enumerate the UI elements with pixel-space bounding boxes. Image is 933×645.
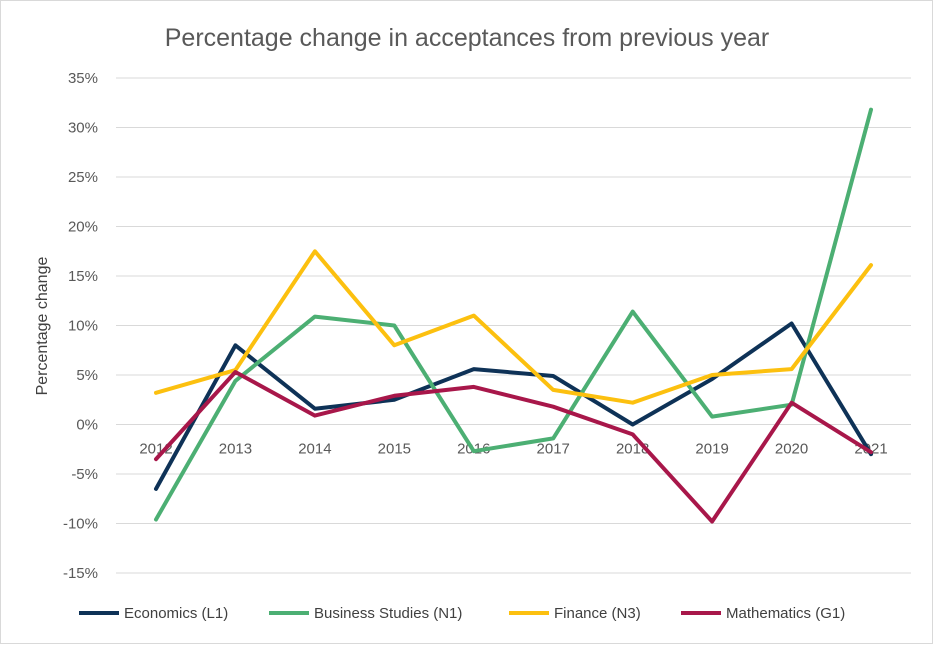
x-tick-label: 2015 <box>378 441 411 458</box>
y-tick-label: -10% <box>63 516 98 533</box>
y-tick-label: 15% <box>68 268 98 285</box>
y-tick-label: 5% <box>76 367 98 384</box>
y-tick-label: 20% <box>68 219 98 236</box>
y-tick-label: 30% <box>68 120 98 137</box>
chart-title: Percentage change in acceptances from pr… <box>165 24 770 52</box>
series-line-economics-l1 <box>154 321 873 491</box>
x-tick-label: 2012 <box>139 441 172 458</box>
legend-label: Economics (L1) <box>124 605 228 622</box>
x-tick-label: 2020 <box>775 441 808 458</box>
y-tick-label: 35% <box>68 70 98 87</box>
gridlines <box>116 77 911 574</box>
legend-label: Business Studies (N1) <box>314 605 462 622</box>
series-line-finance-n3 <box>154 249 873 405</box>
y-tick-label: 10% <box>68 318 98 335</box>
series-line-business-studies-n1 <box>154 107 873 522</box>
x-tick-label: 2019 <box>695 441 728 458</box>
legend-label: Mathematics (G1) <box>726 605 845 622</box>
legend: Economics (L1) Business Studies (N1) Finan… <box>79 605 845 622</box>
y-tick-label: -15% <box>63 565 98 582</box>
y-tick-label: 25% <box>68 169 98 186</box>
x-tick-label: 2013 <box>219 441 252 458</box>
y-axis-label: Percentage change <box>34 257 51 396</box>
y-axis-ticks: 35% 30% 25% 20% 15% 10% 5% 0% -5% -10% -15% <box>63 70 98 582</box>
series-lines <box>154 107 873 524</box>
x-tick-label: 2017 <box>537 441 570 458</box>
y-tick-label: -5% <box>71 466 98 483</box>
y-tick-label: 0% <box>76 417 98 434</box>
series-line-mathematics-g1 <box>154 370 873 524</box>
legend-label: Finance (N3) <box>554 605 641 622</box>
x-tick-label: 2014 <box>298 441 331 458</box>
